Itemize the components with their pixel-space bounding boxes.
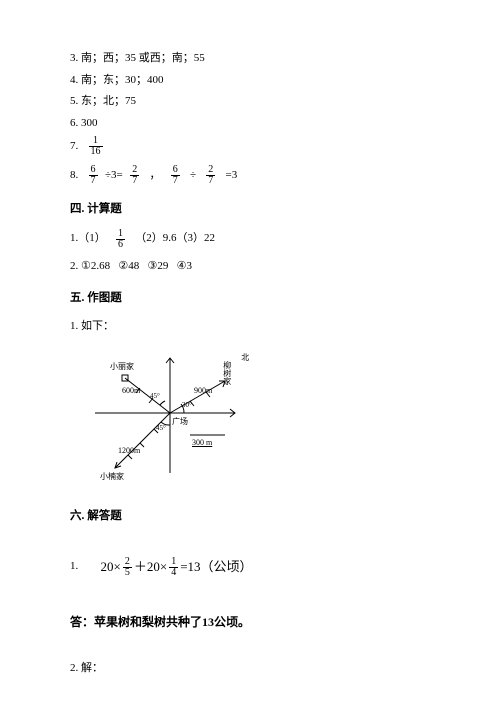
ans-8: 8. 6 7 ÷3= 2 7 ， 6 7 ÷ 2 7 =3 <box>70 165 430 186</box>
denominator: 7 <box>130 175 139 186</box>
label: 7. <box>70 138 78 156</box>
ans-6: 6. 300 <box>70 115 430 133</box>
text: 答：苹果树和梨树共种了13公顷。 <box>70 613 250 632</box>
ans-3: 3. 南；西；35 或西；南；55 <box>70 50 430 68</box>
page-content: 3. 南；西；35 或西；南；55 4. 南；东；30；400 5. 东；北；7… <box>0 0 500 722</box>
t: ＋20× <box>134 559 167 574</box>
fraction: 14 <box>169 557 178 578</box>
sec4-line1: 1.（1） 1 6 （2）9.6（3）22 <box>70 229 430 250</box>
fraction: 1 6 <box>116 229 125 250</box>
denominator: 7 <box>171 175 180 186</box>
label-900m: 900m <box>194 385 212 398</box>
t: 20× <box>101 559 121 574</box>
t: =13（公顷） <box>180 559 252 574</box>
numerator: 2 <box>206 165 215 175</box>
ans-4: 4. 南；东；30；400 <box>70 72 430 90</box>
direction-diagram: 北 小丽家 柳树家 小楠家 600m 900m 1200m 300 m 广场 3… <box>80 343 260 493</box>
numerator: 1 <box>91 136 100 146</box>
spacer <box>127 230 135 248</box>
spacer <box>217 167 225 185</box>
ans-5: 5. 东；北；75 <box>70 93 430 111</box>
denominator: 5 <box>123 567 132 578</box>
fraction: 1 16 <box>89 136 103 157</box>
fraction: 2 7 <box>206 165 215 186</box>
section-5-title: 五. 作图题 <box>70 289 430 307</box>
sec4-line2: 2. ①2.68 ②48 ③29 ④3 <box>70 258 430 276</box>
label-45b: 45° <box>150 391 160 402</box>
denominator: 7 <box>206 175 215 186</box>
text: 1. 如下： <box>70 318 114 336</box>
eq: =3 <box>226 167 238 185</box>
sec6-answer: 答：苹果树和梨树共种了13公顷。 <box>70 613 430 632</box>
label-45: 45° <box>156 423 166 434</box>
fraction: 6 7 <box>89 165 98 186</box>
label-xiaoli: 小丽家 <box>110 361 134 374</box>
spacer <box>123 167 129 185</box>
label-liushu: 柳树家 <box>220 361 233 385</box>
label-square: 广场 <box>172 416 188 429</box>
text: 5. 东；北；75 <box>70 93 136 111</box>
denominator: 6 <box>116 239 125 250</box>
text: 3. 南；西；35 或西；南；55 <box>70 50 205 68</box>
numerator: 1 <box>169 557 178 567</box>
numerator: 1 <box>116 229 125 239</box>
text: （2）9.6（3）22 <box>135 230 215 248</box>
numerator: 6 <box>89 165 98 175</box>
sec5-line1: 1. 如下： <box>70 318 430 336</box>
fraction: 25 <box>123 557 132 578</box>
numerator: 6 <box>171 165 180 175</box>
comma: ， <box>150 167 161 185</box>
expr: 20×25＋20×14=13（公顷） <box>81 536 253 599</box>
text: 6. 300 <box>70 115 98 133</box>
label: 1. <box>70 558 78 576</box>
label-600m: 600m <box>122 385 140 398</box>
op: ÷3= <box>105 167 123 185</box>
denominator: 7 <box>89 175 98 186</box>
label: 8. <box>70 167 78 185</box>
spacer <box>196 167 204 185</box>
numerator: 2 <box>123 557 132 567</box>
sec6-q2: 2. 解： <box>70 660 430 678</box>
label-1200m: 1200m <box>118 445 140 458</box>
sec6-q1: 1. 20×25＋20×14=13（公顷） <box>70 536 430 599</box>
label-30: 30° <box>182 400 192 411</box>
denominator: 4 <box>169 567 178 578</box>
section-6-title: 六. 解答题 <box>70 507 430 525</box>
text: 4. 南；东；30；400 <box>70 72 164 90</box>
label-north: 北 <box>238 353 251 361</box>
ans-7: 7. 1 16 <box>70 136 430 157</box>
text: 2. 解： <box>70 660 103 678</box>
numerator: 2 <box>130 165 139 175</box>
section-4-title: 四. 计算题 <box>70 200 430 218</box>
text: 1.（1） <box>70 230 106 248</box>
spacer <box>141 167 149 185</box>
spacer <box>78 167 86 185</box>
text: 2. ①2.68 ②48 ③29 ④3 <box>70 258 192 276</box>
denominator: 16 <box>89 146 103 157</box>
spacer <box>106 230 114 248</box>
fraction: 6 7 <box>171 165 180 186</box>
spacer <box>161 167 169 185</box>
spacer <box>182 167 190 185</box>
label-300m: 300 m <box>192 437 212 450</box>
fraction: 2 7 <box>130 165 139 186</box>
label-xiaonan: 小楠家 <box>100 471 124 484</box>
spacer <box>78 138 86 156</box>
